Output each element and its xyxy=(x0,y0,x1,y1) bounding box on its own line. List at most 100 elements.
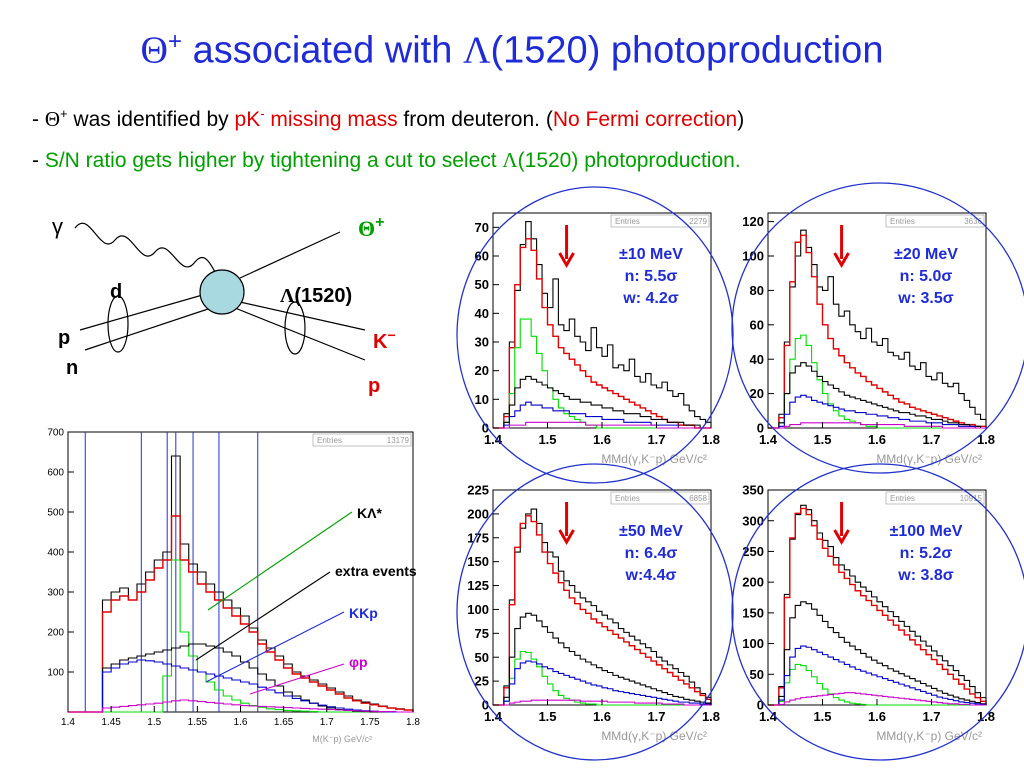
main-xtick-label-2: 1.5 xyxy=(147,717,161,728)
main-annotation-3: φp xyxy=(349,654,368,670)
p3-ytick-label-6: 150 xyxy=(467,554,489,569)
p2-stats-value: 3636 xyxy=(964,217,982,226)
chart-main: Entries 13179 1.4 1.45 1.5 1.55 1.6 1.65 1.7 1.75… xyxy=(47,428,420,745)
main-stats-value: 13179 xyxy=(387,436,410,445)
p1-ytick-label-4: 40 xyxy=(475,306,489,321)
p4-xtick-label-4: 1.8 xyxy=(977,709,995,724)
p2-xtick-label-3: 1.7 xyxy=(922,432,940,447)
p1-ytick-label-0: 0 xyxy=(482,421,489,436)
p4-cut-text-2: w: 3.8σ xyxy=(897,567,953,584)
p1-xtick-label-4: 1.8 xyxy=(702,432,720,447)
bullet-1-theta-sup: + xyxy=(60,106,68,121)
lambda1520-symbol: Λ xyxy=(280,285,295,307)
bullet-1-no-fermi: No Fermi correction xyxy=(552,108,738,131)
p2-ytick-label-6: 120 xyxy=(742,214,764,229)
p2-ytick-label-4: 80 xyxy=(750,283,764,298)
p4-ytick-label-6: 300 xyxy=(742,513,764,528)
deuteron-line-lower xyxy=(84,304,221,351)
p4-ytick-label-5: 250 xyxy=(742,544,764,559)
p2-xlabel: MMd(γ,K⁻p) GeV/c² xyxy=(876,452,982,466)
p2-xtick-label-1: 1.5 xyxy=(813,432,831,447)
theta-out-label: Θ+ xyxy=(358,214,384,241)
main-ytick-label-6: 700 xyxy=(47,428,64,439)
p3-ytick-label-5: 125 xyxy=(467,578,489,593)
main-annotation-2: KKp xyxy=(349,605,378,621)
main-xtick-label-4: 1.6 xyxy=(234,717,248,728)
p3-ytick-label-7: 175 xyxy=(467,530,489,545)
main-stats-label: Entries xyxy=(317,436,342,445)
p-right-label: p xyxy=(368,375,380,397)
bullet-2: - S/N ratio gets higher by tightening a … xyxy=(32,148,741,173)
bullet-2-dash: - xyxy=(32,149,45,172)
main-ytick-label-4: 500 xyxy=(47,508,64,519)
deuteron-line-upper xyxy=(79,289,221,331)
p2-ytick-label-3: 60 xyxy=(750,317,764,332)
p3-ytick-label-0: 0 xyxy=(482,698,489,713)
bullet-1-pk: pK xyxy=(234,108,261,131)
main-frame xyxy=(67,431,414,713)
p3-ytick-label-1: 25 xyxy=(475,674,489,689)
bullet-1-text-b: from deuteron. ( xyxy=(397,108,553,131)
p-left-label: p xyxy=(58,327,70,349)
p1-cut-text-1: n: 5.5σ xyxy=(625,268,678,285)
p3-stats-value: 6858 xyxy=(689,494,707,503)
p3-cut-text-1: n: 6.4σ xyxy=(625,545,678,562)
p4-ytick-label-7: 350 xyxy=(742,483,764,498)
main-xtick-label-8: 1.8 xyxy=(406,717,420,728)
main-series-4 xyxy=(68,659,413,713)
proton-out-line xyxy=(234,307,366,361)
page-title: Θ+ associated with Λ(1520) photoproducti… xyxy=(0,28,1024,73)
title-lambda-symbol: Λ xyxy=(462,29,491,72)
p2-stats-label: Entries xyxy=(890,217,915,226)
p2-ytick-label-1: 20 xyxy=(750,386,764,401)
lambda-ellipse xyxy=(284,301,306,355)
bullet-1-missing-mass: missing mass xyxy=(264,108,398,131)
title-mid: associated with xyxy=(182,29,463,72)
n-left-label: n xyxy=(66,357,78,379)
p1-xlabel: MMd(γ,K⁻p) GeV/c² xyxy=(601,452,707,466)
main-ytick-label-5: 600 xyxy=(47,468,64,479)
main-series-5 xyxy=(68,699,413,713)
main-ytick-label-3: 400 xyxy=(47,548,64,559)
main-xtick-label-7: 1.75 xyxy=(360,717,380,728)
p4-xtick-label-2: 1.6 xyxy=(868,709,886,724)
interaction-vertex xyxy=(199,269,245,315)
bullet-2-text-b: (1520) photoproduction. xyxy=(517,149,741,172)
main-series-2 xyxy=(68,559,413,713)
bullet-2-text-a: S/N ratio gets higher by tightening a cu… xyxy=(44,149,503,172)
p3-ytick-label-2: 50 xyxy=(475,650,489,665)
p4-ytick-label-1: 50 xyxy=(750,667,764,682)
p3-xtick-label-4: 1.8 xyxy=(702,709,720,724)
main-annotation-line-3 xyxy=(249,663,345,695)
main-xtick-label-5: 1.65 xyxy=(274,717,294,728)
p2-cut-text-1: n: 5.0σ xyxy=(900,268,953,285)
p2-ytick-label-5: 100 xyxy=(742,249,764,264)
p4-ytick-label-0: 0 xyxy=(757,698,764,713)
title-end: (1520) photoproduction xyxy=(490,29,884,72)
k-minus-line xyxy=(239,301,366,331)
p1-ytick-label-5: 50 xyxy=(475,277,489,292)
bullet-2-lambda: Λ xyxy=(502,148,518,172)
p4-ytick-label-2: 100 xyxy=(742,636,764,651)
p1-xtick-label-3: 1.7 xyxy=(647,432,665,447)
p3-xtick-label-2: 1.6 xyxy=(593,709,611,724)
p1-ytick-label-2: 20 xyxy=(475,363,489,378)
p3-xlabel: MMd(γ,K⁻p) GeV/c² xyxy=(601,729,707,743)
p3-xtick-label-3: 1.7 xyxy=(647,709,665,724)
gamma-label: γ xyxy=(52,214,63,239)
p4-ytick-label-4: 200 xyxy=(742,575,764,590)
reaction-diagram: γ d p n Θ+ Λ(1520) K− p xyxy=(52,214,396,397)
p1-xtick-label-1: 1.5 xyxy=(538,432,556,447)
p1-ytick-label-3: 30 xyxy=(475,335,489,350)
p4-stats-value: 10915 xyxy=(960,494,983,503)
p3-ytick-label-8: 200 xyxy=(467,506,489,521)
main-xtick-label-3: 1.55 xyxy=(188,717,208,728)
title-theta-symbol: Θ xyxy=(140,29,168,72)
lambda1520-label: Λ(1520) xyxy=(280,285,352,307)
p2-xtick-label-2: 1.6 xyxy=(868,432,886,447)
bullet-1-theta: Θ xyxy=(44,107,60,131)
main-ytick-label-2: 300 xyxy=(47,588,64,599)
p3-ytick-label-4: 100 xyxy=(467,602,489,617)
